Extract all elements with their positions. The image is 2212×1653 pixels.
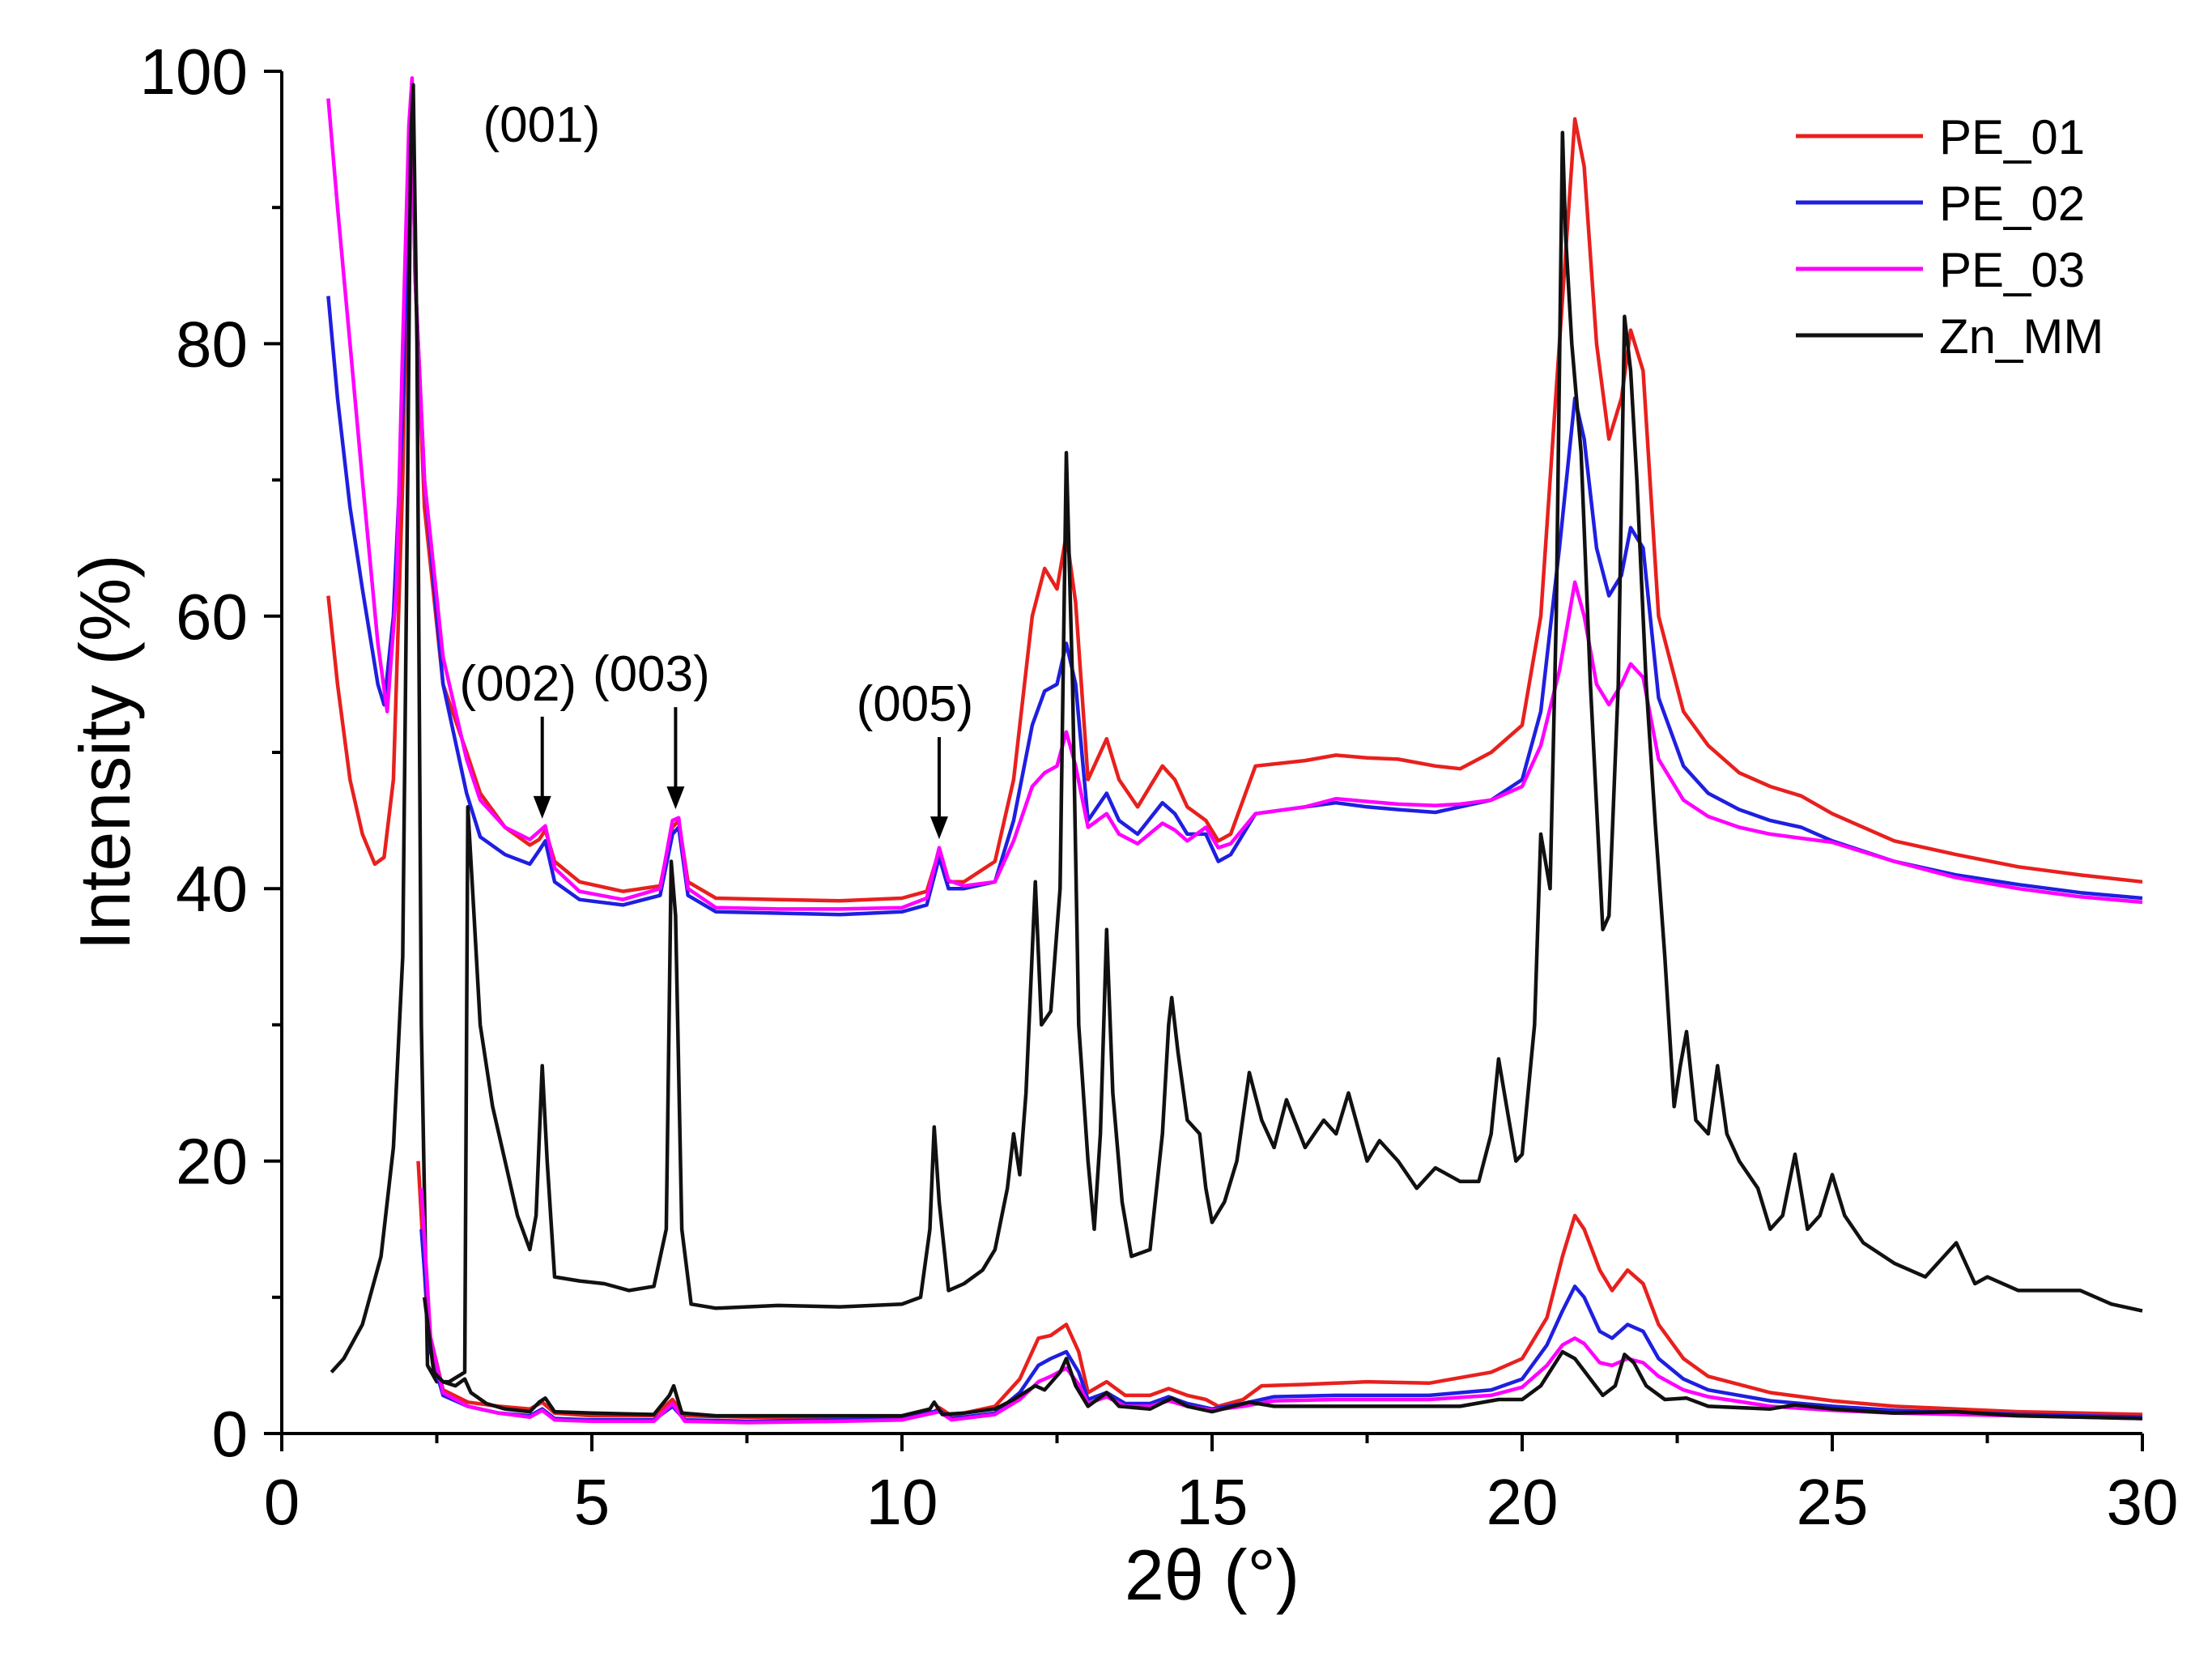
peak-label: (005) (857, 676, 974, 732)
legend-label: PE_03 (1939, 243, 2085, 297)
y-tick-label: 40 (176, 853, 248, 925)
y-axis-title: Intensity (%) (65, 554, 145, 950)
legend-label: PE_01 (1939, 110, 2085, 164)
peak-label: (001) (483, 97, 600, 153)
y-tick-label: 0 (212, 1398, 249, 1470)
x-tick-label: 25 (1797, 1466, 1869, 1538)
series-layer (326, 76, 2143, 1425)
y-tick-label: 80 (176, 308, 248, 380)
x-tick-label: 30 (2107, 1466, 2179, 1538)
y-tick-label: 100 (140, 36, 248, 108)
legend-label: PE_02 (1939, 177, 2085, 231)
series-line-zn-mm-baseline (422, 1297, 2143, 1421)
legend-label: Zn_MM (1939, 309, 2104, 364)
x-tick-label: 20 (1487, 1466, 1559, 1538)
annotation-arrow-head (533, 795, 551, 819)
x-axis-title: 2θ (°) (1125, 1535, 1300, 1615)
legend: PE_01 PE_02 PE_03 Zn_MM (1796, 110, 2104, 364)
x-tick-label: 5 (574, 1466, 610, 1538)
annotation-arrow-head (929, 816, 948, 840)
ticks-layer: 0 5 10 15 20 25 30 0 20 40 60 80 100 (140, 36, 2179, 1538)
x-tick-label: 0 (264, 1466, 300, 1538)
annotation-arrow-head (666, 786, 685, 810)
peak-label: (002) (459, 656, 576, 712)
series-line-zn-mm-offset (330, 83, 2143, 1384)
series-line-pe-02-offset (326, 83, 2143, 917)
x-tick-label: 10 (866, 1466, 938, 1538)
annotation-layer: (001) (002) (003) (005) (459, 97, 974, 840)
y-tick-label: 20 (176, 1126, 248, 1198)
peak-label: (003) (593, 646, 710, 702)
x-tick-label: 15 (1176, 1466, 1249, 1538)
y-tick-label: 60 (176, 581, 248, 653)
